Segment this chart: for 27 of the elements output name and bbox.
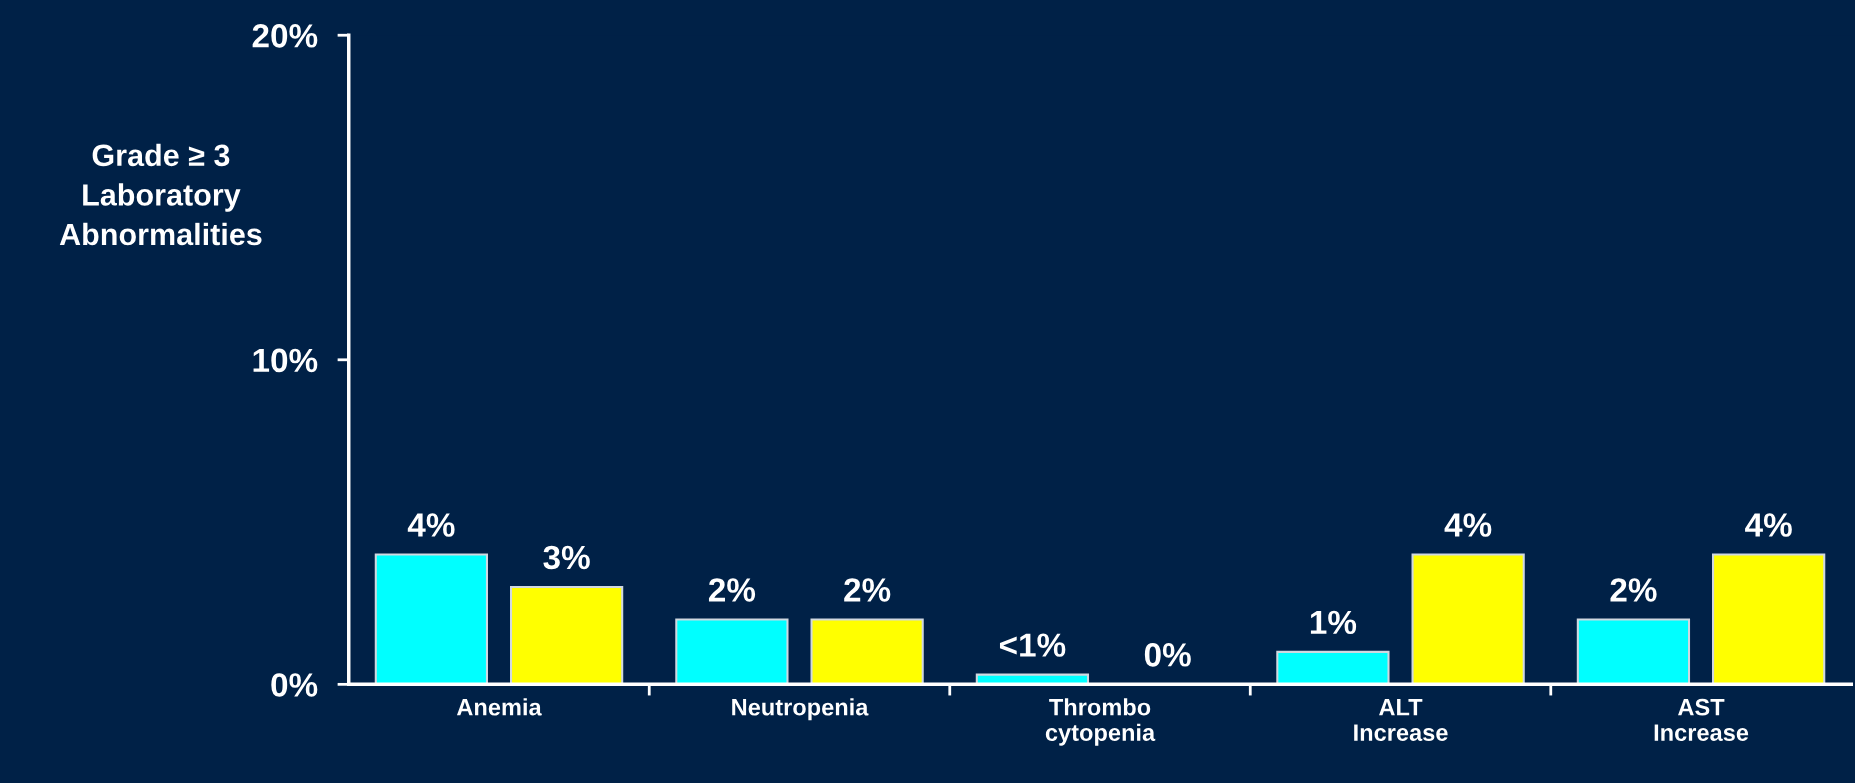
y-tick-label: 20% <box>252 24 318 48</box>
bar <box>1712 553 1826 685</box>
data-label: <1% <box>999 633 1066 657</box>
x-tick-label: Thrombo cytopenia <box>1045 698 1156 746</box>
bar <box>1276 650 1390 685</box>
bar <box>810 618 924 685</box>
x-tick-label: AST Increase <box>1654 698 1749 742</box>
y-tick-label: 10% <box>253 348 318 373</box>
data-label: 4% <box>1444 513 1492 537</box>
y-tick-label: 0% <box>271 673 318 697</box>
x-tick-label: Anemia <box>456 698 542 716</box>
data-label: 2% <box>1610 578 1657 602</box>
bar <box>374 553 489 685</box>
data-label: 1% <box>1310 610 1357 635</box>
bar <box>1576 618 1691 685</box>
data-label: 2% <box>708 578 756 602</box>
bar <box>1411 553 1525 685</box>
bar <box>675 618 789 685</box>
data-label: 3% <box>543 545 590 570</box>
data-label: 4% <box>1745 513 1792 537</box>
data-label: 4% <box>407 513 455 537</box>
data-label: 2% <box>844 578 891 602</box>
x-tick-label: ALT Increase <box>1354 699 1448 742</box>
x-tick-label: Neutropenia <box>732 698 869 721</box>
y-axis-title: Grade ≥ 3 Laboratory Abnormalities <box>59 143 262 246</box>
bar <box>509 585 624 685</box>
data-label: 0% <box>1144 643 1191 667</box>
